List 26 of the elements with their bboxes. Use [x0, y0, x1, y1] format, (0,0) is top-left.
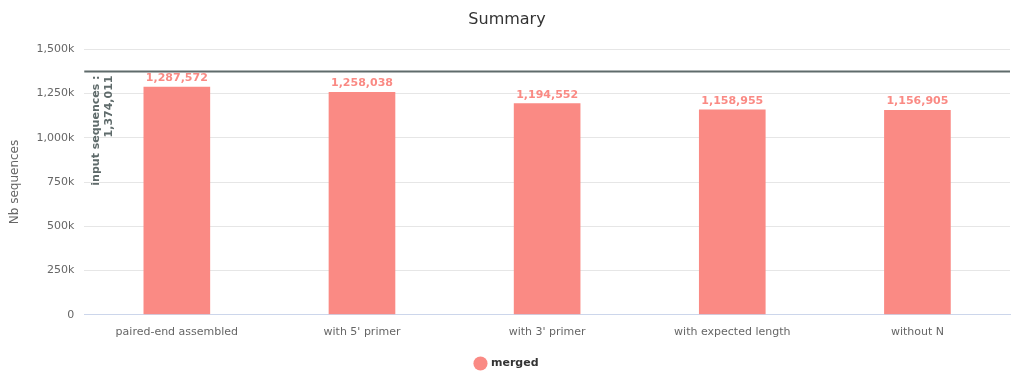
y-tick-label: 1,000k: [36, 130, 75, 144]
bar: [884, 109, 951, 315]
data-label: 1,194,552: [516, 87, 579, 101]
data-label: 1,158,955: [701, 93, 764, 107]
y-tick-label: 250k: [46, 263, 75, 277]
y-tick-label: 1,500k: [36, 42, 75, 56]
x-tick-label: without N: [890, 325, 944, 339]
y-axis-title: Nb sequences: [7, 139, 22, 225]
bar: [328, 92, 396, 315]
y-tick-label: 500k: [46, 219, 75, 233]
x-tick-label: with 5' primer: [323, 325, 401, 339]
y-tick-label: 750k: [46, 174, 75, 188]
x-tick-label: with expected length: [674, 325, 791, 339]
chart-title: Summary: [468, 8, 546, 28]
data-label: 1,287,572: [145, 71, 208, 85]
y-tick-label: 0: [67, 307, 75, 321]
data-label: 1,156,905: [886, 94, 949, 108]
legend-label: merged: [490, 356, 539, 370]
y-tick-label: 1,250k: [36, 86, 75, 100]
bar: [513, 103, 581, 315]
ref-line-label: input sequences : 1,374,011: [88, 75, 115, 186]
x-tick-label: with 3' primer: [508, 325, 587, 339]
bar: [698, 109, 766, 315]
bar: [143, 86, 211, 315]
x-tick-label: paired-end assembled: [115, 325, 239, 339]
data-label: 1,258,038: [331, 76, 393, 90]
